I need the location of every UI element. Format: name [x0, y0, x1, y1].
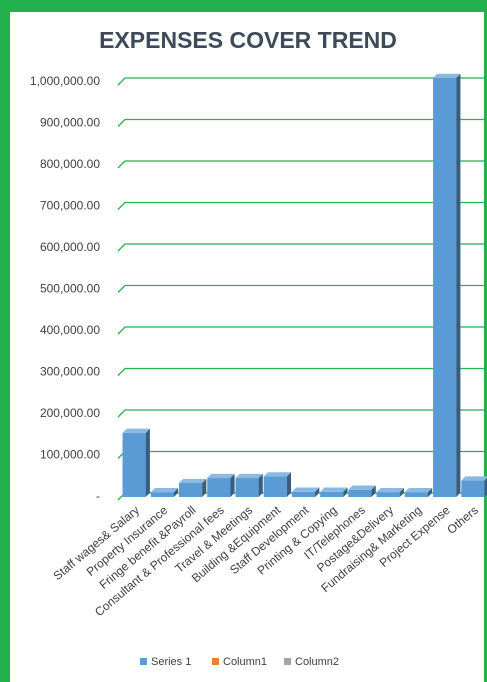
bar-top: [179, 478, 207, 484]
bar-top: [376, 487, 404, 493]
grid-line: [117, 326, 485, 335]
grid-line: [117, 284, 485, 293]
bar: [150, 492, 174, 497]
grid-line: [117, 243, 485, 252]
bar-side: [484, 478, 487, 497]
bar-side: [399, 487, 404, 497]
legend-label: Series 1: [151, 656, 191, 668]
y-tick-label: 100,000.00: [40, 448, 100, 462]
x-tick-label: Others: [444, 503, 481, 537]
y-tick-label: 1,000,000.00: [30, 74, 100, 88]
bar-top: [348, 485, 376, 490]
bar-top: [122, 428, 150, 433]
y-tick-label: 800,000.00: [40, 157, 100, 171]
bar-side: [286, 472, 292, 497]
bar-side: [173, 487, 179, 497]
bar: [179, 483, 203, 497]
bar: [235, 478, 259, 497]
bar-side: [202, 478, 207, 497]
grid-line: [117, 367, 485, 376]
bar-side: [258, 473, 263, 497]
legend-label: Column2: [295, 656, 339, 668]
grid-line: [117, 450, 485, 459]
grid-line: [117, 160, 485, 169]
bar-side: [371, 485, 376, 497]
bar-top: [433, 73, 461, 78]
grid-line: [117, 118, 485, 127]
legend-label: Column1: [223, 656, 267, 668]
bar-side: [456, 73, 461, 498]
chart-panel: [10, 12, 484, 682]
bar: [433, 78, 457, 497]
bar-side: [230, 473, 235, 497]
bar-top: [404, 487, 433, 493]
bar-side: [315, 487, 320, 497]
bar-side: [343, 487, 348, 497]
bar-top: [461, 476, 487, 481]
bar: [291, 491, 316, 497]
bar-top: [207, 473, 235, 479]
legend-swatch: [284, 658, 291, 665]
y-tick-label: 700,000.00: [40, 199, 100, 213]
y-tick-label: 300,000.00: [40, 365, 100, 379]
legend-swatch: [140, 658, 147, 665]
bar: [320, 491, 344, 497]
y-tick-label: 200,000.00: [40, 406, 100, 420]
bar: [348, 489, 372, 497]
chart-title: EXPENSES COVER TREND: [99, 27, 397, 53]
bar-top: [150, 487, 179, 493]
bar-top: [320, 487, 348, 492]
y-tick-label: 400,000.00: [40, 323, 100, 337]
bar: [404, 492, 428, 497]
bar-top: [263, 472, 292, 477]
grid-line: [117, 77, 485, 86]
bar: [122, 432, 146, 497]
bar: [461, 480, 485, 497]
grid-line: [117, 201, 485, 210]
y-tick-label: 500,000.00: [40, 282, 100, 296]
bar: [376, 492, 400, 497]
grid-line: [117, 409, 485, 418]
bar-side: [427, 487, 433, 497]
bar: [207, 478, 231, 497]
legend-swatch: [212, 658, 219, 665]
y-tick-label: 900,000.00: [40, 116, 100, 130]
bar-top: [291, 487, 320, 492]
bar-side: [145, 428, 150, 497]
bar-top: [235, 473, 263, 479]
bar: [263, 476, 287, 497]
y-tick-label: 600,000.00: [40, 240, 100, 254]
y-tick-label: -: [96, 489, 100, 503]
